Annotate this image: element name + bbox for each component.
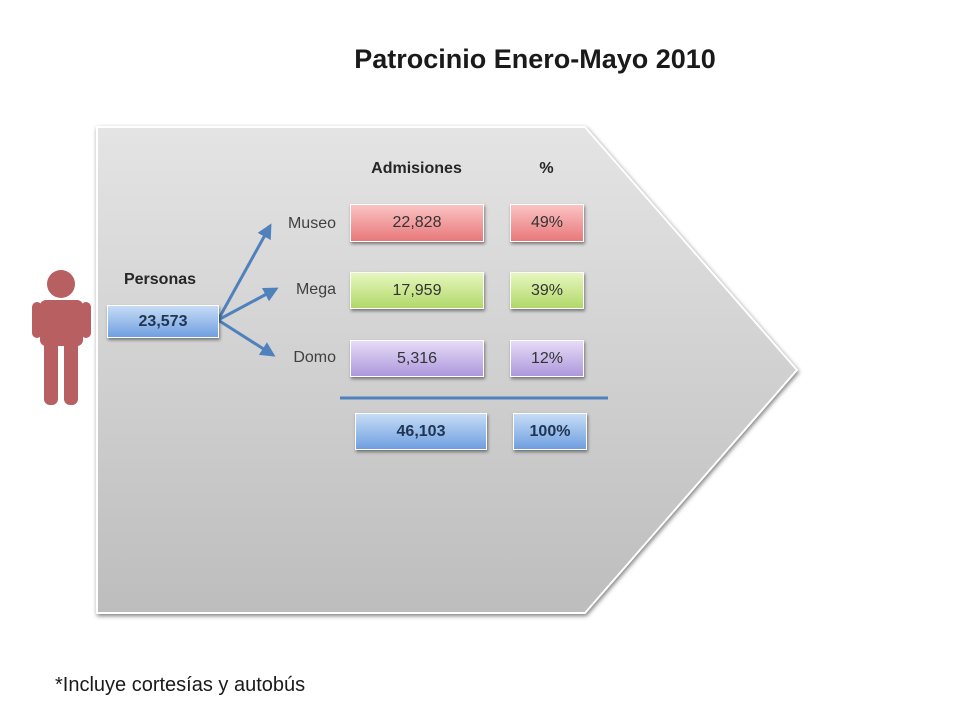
admissions-value: 22,828 [350,204,484,242]
arrows [216,223,279,357]
percent-header: % [539,160,554,177]
person-icon [32,270,91,405]
admissions-value: 5,316 [350,340,484,377]
footnote: *Incluye cortesías y autobús [55,674,306,696]
percent-value: 49% [510,204,584,242]
admissions-value: 17,959 [350,272,484,309]
admissions-header: Admisiones [371,160,462,177]
persons-value: 23,573 [107,305,219,338]
total-admissions: 46,103 [355,413,487,450]
percent-value: 12% [510,340,584,377]
total-percent: 100% [513,413,587,450]
percent-value: 39% [510,272,584,309]
row-label: Mega [295,281,336,298]
row-label: Domo [293,349,336,366]
row-label: Museo [287,215,336,232]
title: Patrocinio Enero-Mayo 2010 [354,44,716,74]
persons-label: Personas [123,271,197,288]
